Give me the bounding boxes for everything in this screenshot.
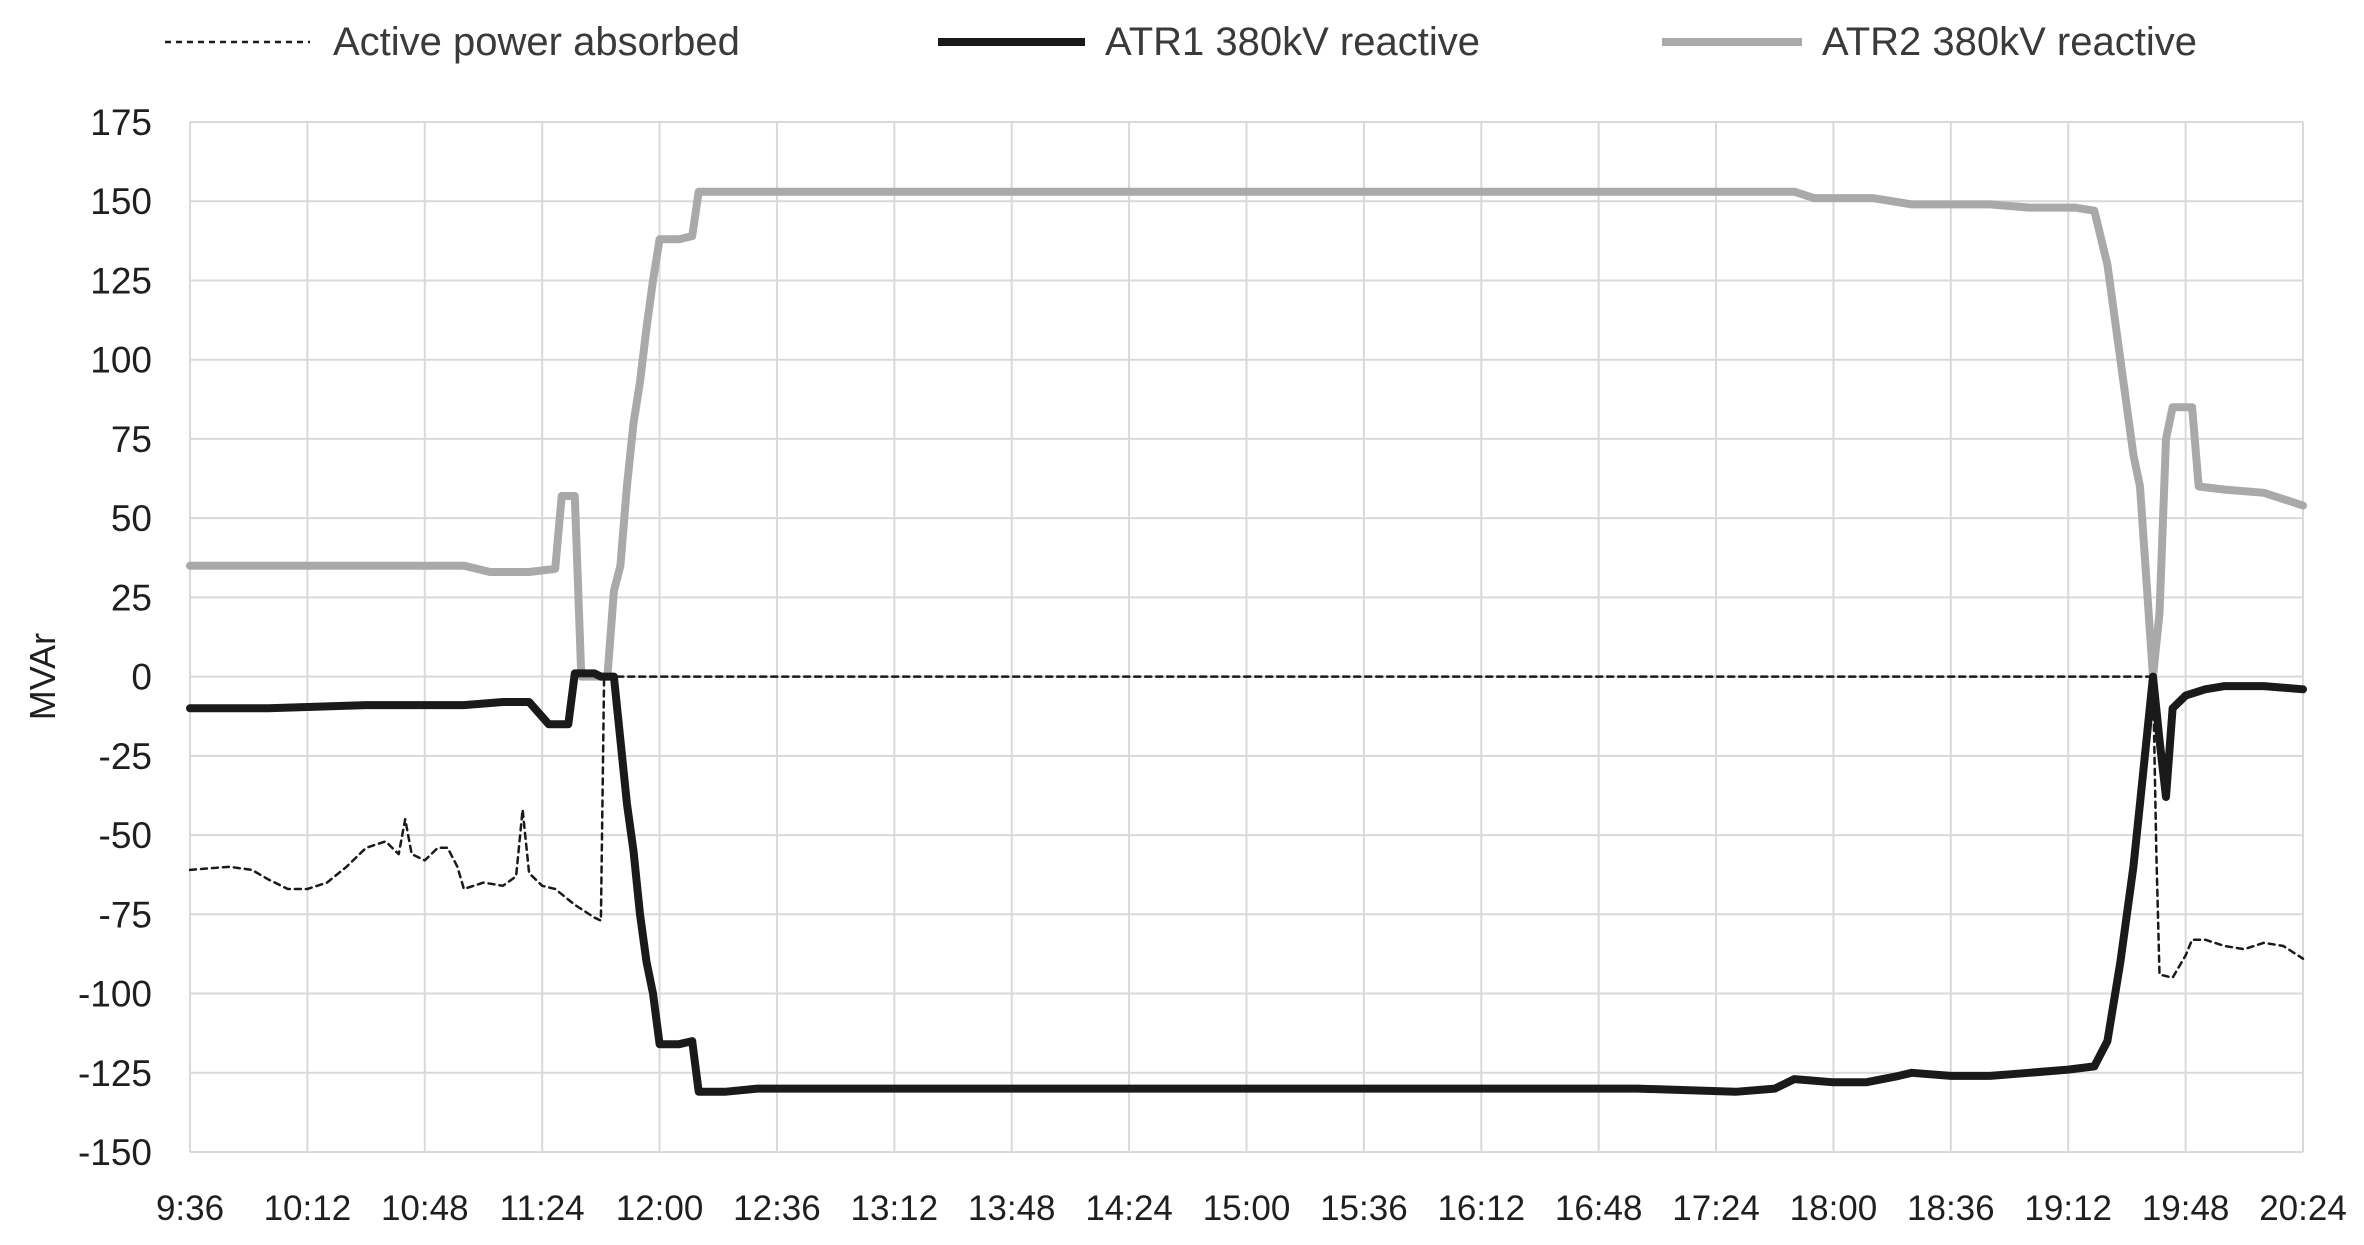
x-tick-label: 17:24	[1672, 1189, 1760, 1228]
x-tick-label: 11:24	[500, 1189, 585, 1228]
x-tick-label: 13:48	[968, 1189, 1056, 1228]
x-tick-label: 18:36	[1907, 1189, 1995, 1228]
y-tick-label: 75	[111, 419, 152, 460]
y-tick-label: 125	[90, 260, 152, 301]
x-tick-label: 20:24	[2259, 1189, 2347, 1228]
x-tick-label: 19:48	[2142, 1189, 2230, 1228]
x-tick-label: 18:00	[1790, 1189, 1878, 1228]
x-tick-label: 10:12	[264, 1189, 352, 1228]
x-tick-label: 16:12	[1437, 1189, 1525, 1228]
series-line-1	[186, 669, 2307, 1096]
grid	[189, 121, 2304, 1153]
y-tick-label: -100	[78, 974, 152, 1015]
y-tick-label: 50	[111, 498, 152, 539]
x-tick-label: 16:48	[1555, 1189, 1643, 1228]
legend-label-0: Active power absorbed	[333, 20, 740, 64]
x-tick-label: 14:24	[1085, 1189, 1173, 1228]
legend-label-2: ATR2 380kV reactive	[1822, 20, 2197, 64]
y-tick-label: 100	[90, 340, 152, 381]
x-tick-label: 9:36	[156, 1189, 224, 1228]
y-tick-label: -125	[78, 1053, 152, 1094]
y-tick-label: 25	[111, 577, 152, 618]
series-lines	[186, 187, 2307, 1096]
y-tick-label: -150	[78, 1132, 152, 1173]
y-tick-label: 175	[90, 102, 152, 143]
x-tick-label: 12:00	[616, 1189, 704, 1228]
legend: Active power absorbed ATR1 380kV reactive…	[165, 20, 2197, 64]
x-tick-label: 15:36	[1320, 1189, 1408, 1228]
y-tick-label: -75	[99, 894, 152, 935]
axes: 175 150 125 100 75 50 25 0 -25 -50 -75 -100 -125 -150…	[78, 102, 2347, 1228]
x-tick-label: 10:48	[381, 1189, 469, 1228]
x-tick-label: 12:36	[733, 1189, 821, 1228]
x-tick-label: 19:12	[2024, 1189, 2112, 1228]
x-tick-label: 15:00	[1203, 1189, 1291, 1228]
legend-label-1: ATR1 380kV reactive	[1105, 20, 1480, 64]
y-tick-label: 150	[90, 181, 152, 222]
x-tick-label: 13:12	[851, 1189, 939, 1228]
y-tick-label: -50	[99, 815, 152, 856]
y-axis-title: MVAr	[22, 633, 63, 720]
y-tick-label: 0	[131, 657, 152, 698]
series-line-0	[188, 675, 2305, 979]
y-tick-label: -25	[99, 736, 152, 777]
